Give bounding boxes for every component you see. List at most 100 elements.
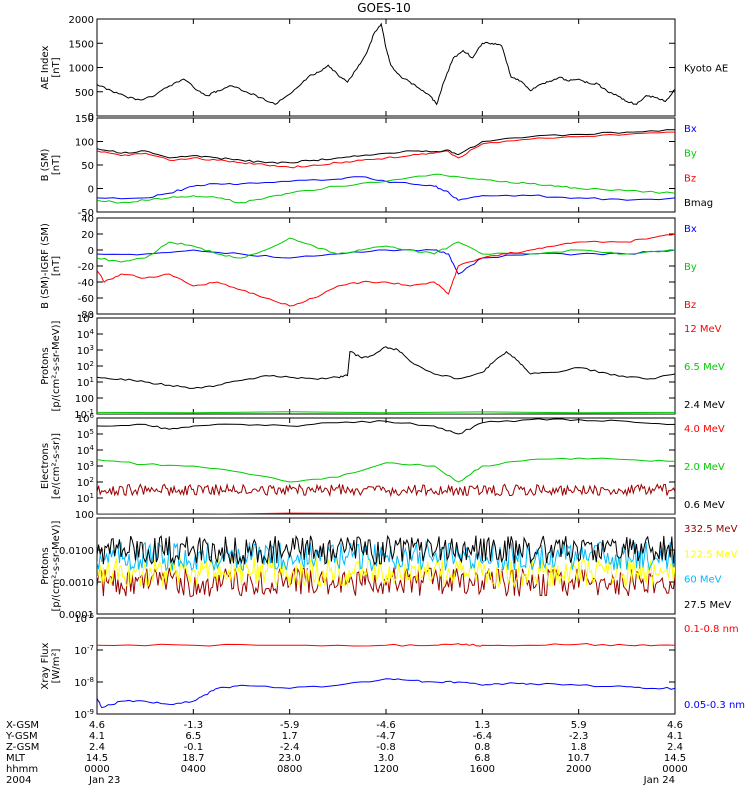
- x-axis-value: 4.1: [667, 731, 683, 742]
- y-tick-label-xray: 10-9: [74, 708, 94, 721]
- legend-entry-protons_high: 122.5 MeV: [684, 549, 738, 560]
- y-axis-label-bsm: B (SM): [40, 148, 51, 181]
- x-axis-value: -2.3: [569, 731, 589, 742]
- series-line-electrons-1: [97, 457, 675, 483]
- series-line-protons_high-0: [97, 566, 675, 597]
- x-axis-value: -6.4: [473, 731, 493, 742]
- x-axis-value: 14.5: [664, 753, 686, 764]
- x-axis-row-label: Y-GSM: [5, 731, 38, 742]
- y-tick-label-xray: 10-7: [74, 644, 94, 657]
- x-axis-value: 6.5: [185, 731, 201, 742]
- y-tick-label-protons_high: 0.0010: [59, 578, 94, 589]
- y-tick-label-electrons: 105: [77, 428, 94, 441]
- x-axis-row-label: hhmm: [6, 764, 38, 775]
- y-tick-label-ae: 1000: [69, 64, 94, 75]
- x-axis-value: -1.3: [184, 720, 204, 731]
- y-axis-label-xray: Xray Flux: [40, 642, 51, 689]
- y-tick-label-ae: 500: [75, 88, 94, 99]
- x-axis-value: 1.8: [571, 742, 587, 753]
- x-axis-value: 14.5: [86, 753, 108, 764]
- x-axis-value: -0.8: [376, 742, 396, 753]
- x-axis-value: 0000: [662, 764, 687, 775]
- x-axis-value: 3.0: [378, 753, 394, 764]
- y-tick-label-bigrf: 20: [81, 230, 94, 241]
- panel-frame-bigrf: [96, 217, 676, 315]
- y-axis-label-bigrf: B (SM)-IGRF (SM): [40, 223, 51, 309]
- y-tick-label-protons_low: 101: [77, 376, 94, 389]
- legend-entry-protons_low: 12 MeV: [684, 324, 722, 335]
- y-tick-label-bigrf: 0: [88, 246, 94, 257]
- y-tick-label-bigrf: -60: [78, 294, 94, 305]
- y-axis-label-protons_low: [p/(cm²-s-sr-MeV)]: [51, 320, 62, 411]
- x-axis-value: 2.4: [89, 742, 105, 753]
- x-axis-value: -4.6: [376, 720, 396, 731]
- y-axis-label-bsm: [nT]: [51, 155, 62, 175]
- y-tick-label-bigrf: -40: [78, 278, 94, 289]
- x-axis-value: 23.0: [279, 753, 301, 764]
- y-tick-label-protons_low: 10-1: [74, 408, 94, 421]
- panel-frame-protons_low: [96, 317, 676, 415]
- legend-entry-protons_high: 332.5 MeV: [684, 524, 738, 535]
- legend-entry-electrons: 2.0 MeV: [684, 462, 725, 473]
- legend-entry-xray: 0.1-0.8 nm: [684, 624, 739, 635]
- y-axis-label-ae: AE Index: [40, 45, 51, 89]
- legend-entry-bsm: Bx: [684, 124, 697, 135]
- series-line-bsm-3: [97, 129, 675, 164]
- y-tick-label-electrons: 106: [77, 412, 95, 425]
- y-tick-label-protons_low: 105: [77, 312, 94, 325]
- x-axis-value: Jan 23: [88, 775, 120, 786]
- y-tick-label-bigrf: -20: [78, 262, 94, 273]
- x-axis-row-label: X-GSM: [6, 720, 39, 731]
- series-line-xray-1: [97, 678, 675, 709]
- legend-entry-bsm: By: [684, 149, 697, 160]
- y-tick-label-protons_low: 103: [77, 344, 94, 357]
- y-tick-label-ae: 1500: [69, 39, 94, 50]
- panel-frame-ae: [96, 18, 676, 117]
- legend-entry-protons_high: 60 MeV: [684, 575, 722, 586]
- series-line-protons_low-2: [97, 346, 675, 389]
- y-axis-label-electrons: [e/(cm²-s-sr)]: [51, 433, 62, 499]
- chart-title: GOES-10: [357, 1, 411, 15]
- legend-entry-ae: Kyoto AE: [684, 64, 728, 75]
- y-tick-label-bigrf: 40: [81, 214, 94, 225]
- y-tick-label-bsm: 100: [75, 138, 94, 149]
- x-axis-value: 6.8: [474, 753, 490, 764]
- x-axis-value: 2.4: [667, 742, 683, 753]
- y-axis-label-protons_high: Protons: [40, 547, 51, 584]
- y-tick-label-xray: 10-8: [74, 676, 94, 689]
- x-axis-value: 1.3: [474, 720, 490, 731]
- y-tick-label-electrons: 100: [75, 510, 94, 521]
- y-axis-label-electrons: Electrons: [40, 443, 51, 489]
- y-tick-label-xray: 10-6: [74, 612, 94, 625]
- series-line-xray-0: [97, 642, 675, 647]
- y-tick-label-bsm: -50: [78, 208, 94, 219]
- y-tick-label-electrons: 103: [77, 460, 94, 473]
- y-tick-label-electrons: 104: [77, 444, 95, 457]
- y-tick-label-protons_high: 0.0100: [59, 546, 94, 557]
- legend-entry-protons_high: 27.5 MeV: [684, 600, 731, 611]
- x-axis-value: 4.1: [89, 731, 105, 742]
- x-axis-value: Jan 24: [643, 775, 675, 786]
- y-tick-label-ae: 2000: [69, 15, 94, 26]
- series-line-electrons-0: [97, 512, 675, 514]
- y-tick-label-electrons: 102: [77, 476, 94, 489]
- x-axis-value: 0.8: [474, 742, 490, 753]
- legend-entry-bigrf: By: [684, 262, 697, 273]
- x-axis-value: 10.7: [568, 753, 590, 764]
- x-axis-value: -4.7: [376, 731, 396, 742]
- x-axis-row-label: MLT: [6, 753, 26, 764]
- series-line-ae-0: [97, 22, 675, 106]
- y-tick-label-protons_low: 102: [77, 360, 94, 373]
- x-axis-value: -0.1: [184, 742, 204, 753]
- series-line-protons_high-2: [97, 540, 675, 572]
- y-axis-label-ae: [nT]: [51, 57, 62, 77]
- series-line-bsm-2: [97, 131, 675, 169]
- y-tick-label-bigrf: -80: [78, 310, 94, 321]
- x-axis-value: 2000: [566, 764, 591, 775]
- legend-entry-bigrf: Bz: [684, 300, 696, 311]
- x-axis-value: 0400: [181, 764, 206, 775]
- legend-entry-electrons: 4.0 MeV: [684, 424, 725, 435]
- legend-entry-protons_low: 2.4 MeV: [684, 400, 725, 411]
- y-axis-label-protons_low: Protons: [40, 347, 51, 384]
- x-axis-value: 1200: [373, 764, 398, 775]
